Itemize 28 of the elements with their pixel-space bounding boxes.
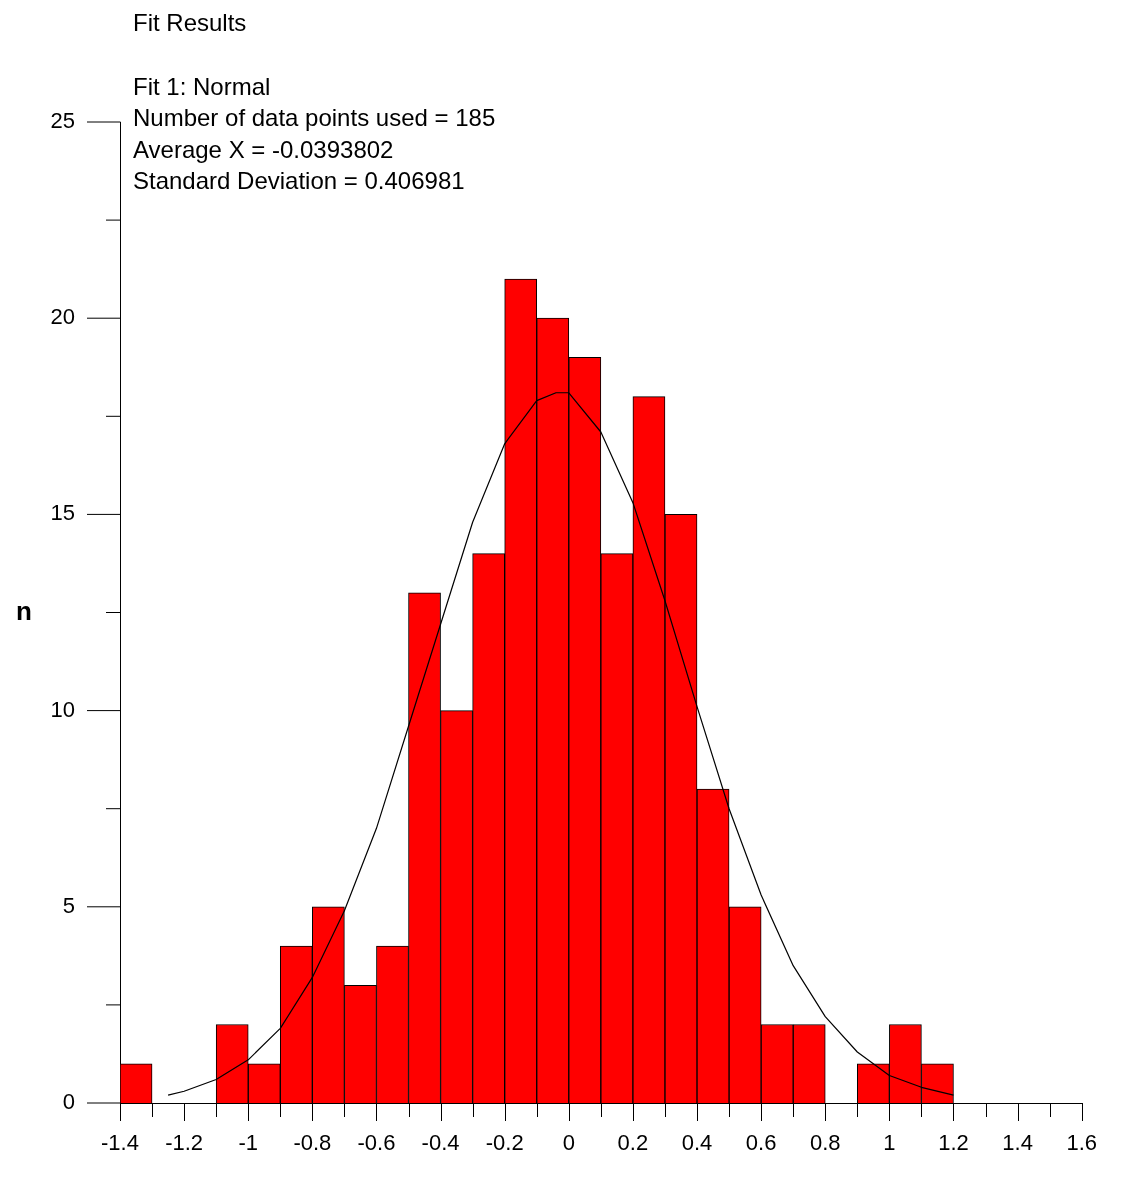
annotation: Standard Deviation = 0.406981 [133,167,465,195]
chart-title: Fit Results [133,8,247,36]
x-tick-label: 1.6 [1066,1130,1098,1156]
x-tick-label: 1.4 [1002,1130,1033,1156]
x-tick-label: -1 [238,1130,259,1156]
y-tick-label: 5 [62,892,75,918]
x-tick-label: 0.4 [681,1130,713,1156]
x-tick-label: -1.4 [101,1130,139,1156]
annotation: Average X = -0.0393802 [133,135,394,163]
x-tick-label: -1.2 [165,1130,204,1156]
y-tick-label: 15 [50,500,75,526]
y-axis-title: n [16,595,32,626]
x-tick-label: -0.4 [421,1130,460,1156]
x-tick-label: -0.2 [485,1130,524,1156]
x-tick-label: -0.8 [293,1130,332,1156]
x-tick-label: 0 [562,1130,575,1156]
x-tick-label: 1.2 [938,1130,969,1156]
annotation: Number of data points used = 185 [133,104,496,132]
x-tick-label: 0.2 [617,1130,649,1156]
x-tick-label: 0.6 [745,1130,777,1156]
y-tick-label: 0 [62,1089,75,1115]
y-tick-label: 10 [50,696,75,722]
x-tick-label: 0.8 [809,1130,841,1156]
y-tick-label: 25 [50,108,75,134]
text: Fit 1: Normal [133,72,271,100]
x-tick-label: 1 [883,1130,896,1156]
x-tick-label: -0.6 [357,1130,396,1156]
y-tick-label: 20 [50,304,75,330]
